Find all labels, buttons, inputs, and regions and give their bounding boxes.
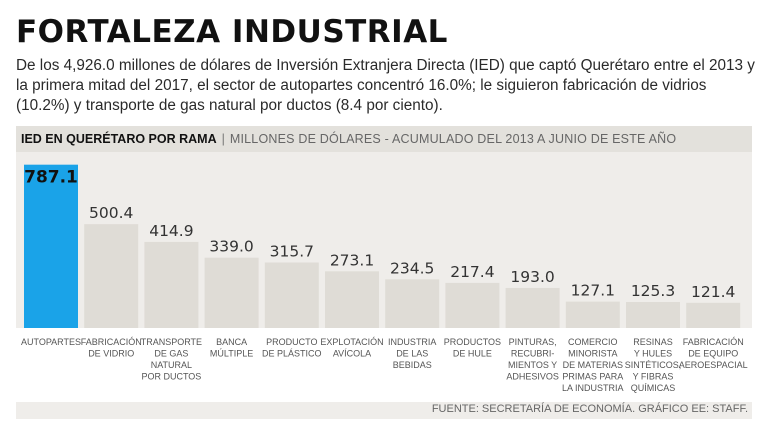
bar-value-label-7: 217.4 [450,263,494,281]
bar-value-label-5: 273.1 [330,251,374,269]
category-label-5: EXPLOTACIÓN AVÍCOLA [320,337,383,359]
category-label-8: PINTURAS, RECUBRI-MIENTOS Y ADHESIVOS [506,337,559,382]
chart-background [16,152,752,328]
category-label-7: PRODUCTOS DE HULE [444,337,501,359]
bar-6 [385,279,440,328]
bar-10 [626,302,680,328]
bar-value-label-2: 414.9 [149,222,193,240]
bar-value-label-4: 315.7 [270,242,314,260]
category-label-6: INDUSTRIA DE LAS BEBIDAS [388,337,437,370]
source-credit: FUENTE: SECRETARÍA DE ECONOMÍA. GRÁFICO … [431,403,748,415]
bar-value-label-1: 500.4 [89,204,133,222]
bar-0 [24,164,78,328]
bar-value-label-6: 234.5 [390,259,434,277]
bar-value-label-8: 193.0 [510,268,554,286]
page-title: FORTALEZA INDUSTRIAL [16,14,448,50]
category-label-0: AUTOPARTES [21,337,81,347]
chart-header-bar: IED EN QUERÉTARO POR RAMA | MILLONES DE … [16,126,752,152]
bar-3 [204,257,259,328]
bar-11 [686,302,741,328]
chart-header-title: IED EN QUERÉTARO POR RAMA [21,132,217,146]
bar-4 [264,262,319,328]
subtitle-text: De los 4,926.0 millones de dólares de In… [16,57,755,114]
bar-1 [84,224,139,328]
bar-value-label-9: 127.1 [571,282,615,300]
bar-value-label-3: 339.0 [209,238,253,256]
bar-chart: 787.1 AUTOPARTES 500.4 FABRICACIÓN DE VIDRIO… [21,164,748,393]
category-label-2: TRANSPORTE DE GAS NATURAL POR DUCTOS [141,337,202,382]
category-label-1: FABRICACIÓN DE VIDRIO [81,337,142,359]
category-label-11: FABRICACIÓN DE EQUIPO AEROESPACIAL [679,337,748,370]
chart-header-separator: | [221,132,225,146]
bar-9 [565,301,620,328]
bar-7 [445,282,500,328]
bar-8 [505,287,560,328]
bar-2 [144,241,199,328]
bar-5 [325,271,379,328]
category-label-10: RESINAS Y HULES SINTÉTICOS, Y FIBRAS QUÍMICA… [625,337,682,393]
bar-value-label-0: 787.1 [24,168,78,188]
category-label-4: PRODUCTO DE PLÁSTICO [262,337,322,359]
category-label-9: COMERCIO MINORISTA DE MATERIAS PRIMAS PARA L… [562,337,624,393]
bar-value-label-10: 125.3 [631,282,675,300]
bar-value-label-11: 121.4 [691,283,735,301]
chart-header-units: MILLONES DE DÓLARES - ACUMULADO DEL 2013… [229,132,677,146]
category-label-3: BANCA MÚLTIPLE [210,337,253,359]
footer-bar [16,402,752,419]
